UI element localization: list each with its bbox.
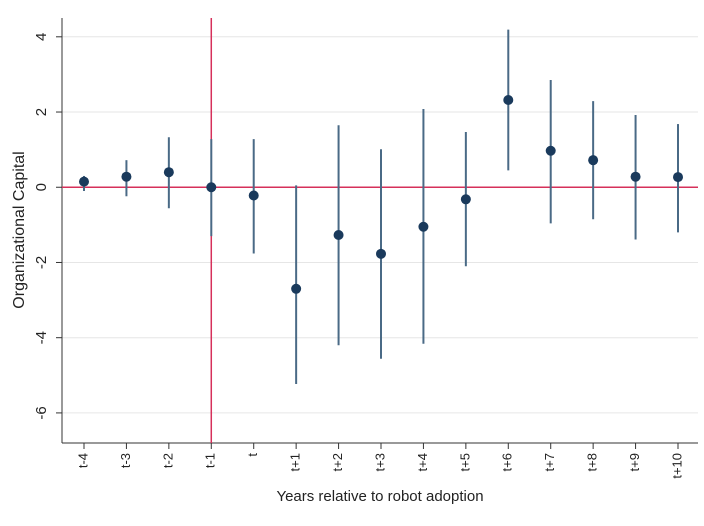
point <box>376 248 386 259</box>
point <box>121 171 132 182</box>
point <box>545 145 556 156</box>
x-tick-label: t+3 <box>372 453 387 471</box>
x-tick-label: t-1 <box>203 453 218 468</box>
point <box>206 182 217 193</box>
x-tick-label: t+2 <box>330 453 345 471</box>
point <box>248 190 259 201</box>
x-tick-label: t+6 <box>500 453 515 471</box>
x-tick-label: t+1 <box>288 453 303 471</box>
point <box>163 167 174 178</box>
x-tick-label: t+8 <box>585 453 600 471</box>
x-tick-label: t+9 <box>627 453 642 471</box>
x-tick-label: t-3 <box>118 453 133 468</box>
point <box>418 221 429 232</box>
y-tick-label: 2 <box>33 108 50 116</box>
y-tick-label: -6 <box>33 406 50 419</box>
point <box>460 194 471 205</box>
x-tick-label: t+10 <box>669 453 684 479</box>
y-axis-label: Organizational Capital <box>11 151 28 308</box>
x-tick-label: t+7 <box>542 453 557 471</box>
point <box>291 283 302 294</box>
x-tick-label: t+4 <box>415 453 430 471</box>
point <box>333 230 344 241</box>
point <box>588 155 599 166</box>
point <box>79 176 89 187</box>
x-tick-label: t-4 <box>75 453 90 468</box>
x-axis-label: Years relative to robot adoption <box>276 488 483 505</box>
point <box>630 171 641 182</box>
y-tick-label: -2 <box>33 256 50 269</box>
y-tick-label: 4 <box>33 33 50 41</box>
y-tick-label: -4 <box>33 331 50 344</box>
point <box>673 172 683 183</box>
point <box>503 94 514 105</box>
x-tick-label: t+5 <box>457 453 472 471</box>
x-tick-label: t <box>245 453 260 457</box>
x-tick-label: t-2 <box>160 453 175 468</box>
y-tick-label: 0 <box>33 183 50 191</box>
